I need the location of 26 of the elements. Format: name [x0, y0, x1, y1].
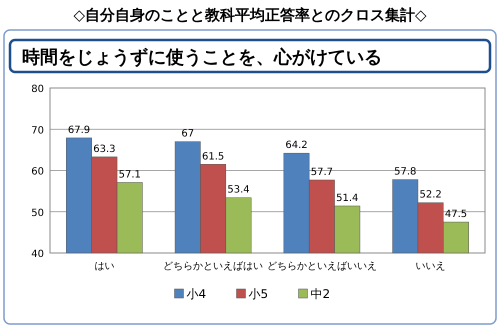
legend-label: 小5	[248, 287, 268, 301]
chart-subtitle: 時間をじょうずに使うことを、心がけている	[22, 47, 382, 68]
data-label: 61.5	[202, 151, 224, 162]
data-label: 57.1	[118, 169, 141, 180]
y-tick-label: 50	[31, 208, 44, 219]
x-tick-label: はい	[94, 261, 114, 272]
x-tick-label: どちらかといえばはい	[163, 261, 264, 272]
y-tick-label: 70	[31, 125, 44, 136]
data-label: 67	[181, 128, 194, 140]
data-label: 64.2	[285, 140, 308, 152]
data-label: 47.5	[444, 209, 468, 220]
y-tick-label: 60	[31, 166, 44, 178]
x-tick-label: いいえ	[416, 261, 446, 272]
x-tick-label: どちらかといえばいいえ	[266, 261, 377, 272]
data-label: 67.9	[68, 124, 90, 136]
legend-label: 中2	[310, 287, 330, 301]
data-label: 52.2	[419, 190, 442, 201]
data-label: 57.8	[394, 166, 416, 178]
data-label: 51.4	[336, 192, 358, 204]
y-tick-label: 40	[31, 249, 44, 260]
legend-label: 小4	[186, 287, 206, 301]
data-label: 63.3	[93, 144, 116, 155]
data-label: 53.4	[227, 184, 250, 196]
data-label: 57.7	[310, 166, 334, 178]
chart-title: ◇自分自身のことと教科平均正答率とのクロス集計◇	[73, 6, 427, 24]
y-tick-label: 80	[31, 84, 44, 95]
